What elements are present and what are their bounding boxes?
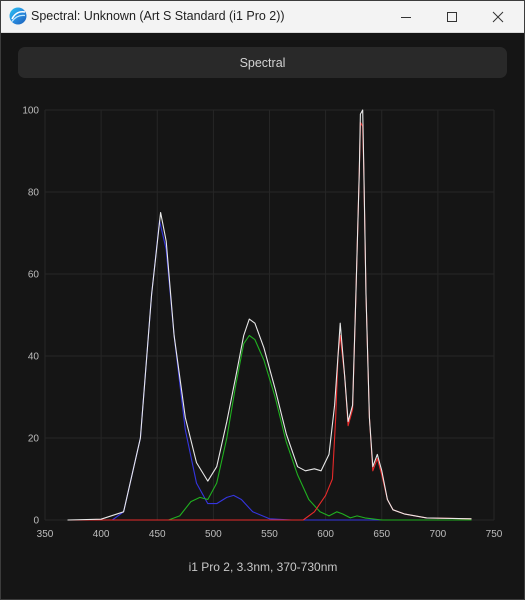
close-button[interactable] — [475, 1, 521, 32]
close-icon — [492, 11, 504, 22]
y-tick-label: 80 — [28, 188, 40, 199]
x-tick-label: 750 — [486, 529, 503, 540]
title-bar[interactable]: Spectral: Unknown (Art S Standard (i1 Pr… — [1, 1, 524, 33]
x-tick-label: 350 — [37, 529, 54, 540]
y-tick-label: 40 — [28, 352, 40, 363]
chart-ticks: 350 400 450 500 550 600 650 700 750 0 20 40 60 80 100 — [22, 106, 502, 541]
chart-x-axis-label: i1 Pro 2, 3.3nm, 370-730nm — [189, 560, 338, 574]
y-tick-label: 60 — [28, 270, 40, 281]
content-area: Spectral 350 400 450 500 550 600 650 700 750 0 20 4… — [1, 33, 524, 599]
x-tick-label: 400 — [93, 529, 110, 540]
x-tick-label: 650 — [373, 529, 390, 540]
y-tick-label: 20 — [28, 434, 40, 445]
maximize-icon — [447, 11, 457, 22]
x-tick-label: 500 — [205, 529, 222, 540]
y-tick-label: 100 — [22, 106, 39, 117]
displaycal-icon — [9, 7, 27, 25]
x-tick-label: 700 — [430, 529, 447, 540]
x-tick-label: 550 — [261, 529, 278, 540]
series-line-2 — [67, 334, 472, 521]
tab-spectral[interactable]: Spectral — [18, 47, 507, 78]
y-tick-label: 0 — [33, 516, 39, 527]
maximize-button[interactable] — [429, 1, 475, 32]
spectral-chart: 350 400 450 500 550 600 650 700 750020406080100 … — [22, 106, 502, 575]
window-title: Spectral: Unknown (Art S Standard (i1 Pr… — [31, 9, 285, 23]
x-tick-label: 450 — [149, 529, 166, 540]
tab-spectral-label: Spectral — [239, 55, 286, 70]
minimize-button[interactable] — [383, 1, 429, 32]
minimize-icon — [401, 16, 411, 18]
chart-grid — [44, 109, 495, 521]
chart-series — [67, 109, 472, 521]
series-line-0 — [67, 109, 472, 521]
x-tick-label: 600 — [317, 529, 334, 540]
